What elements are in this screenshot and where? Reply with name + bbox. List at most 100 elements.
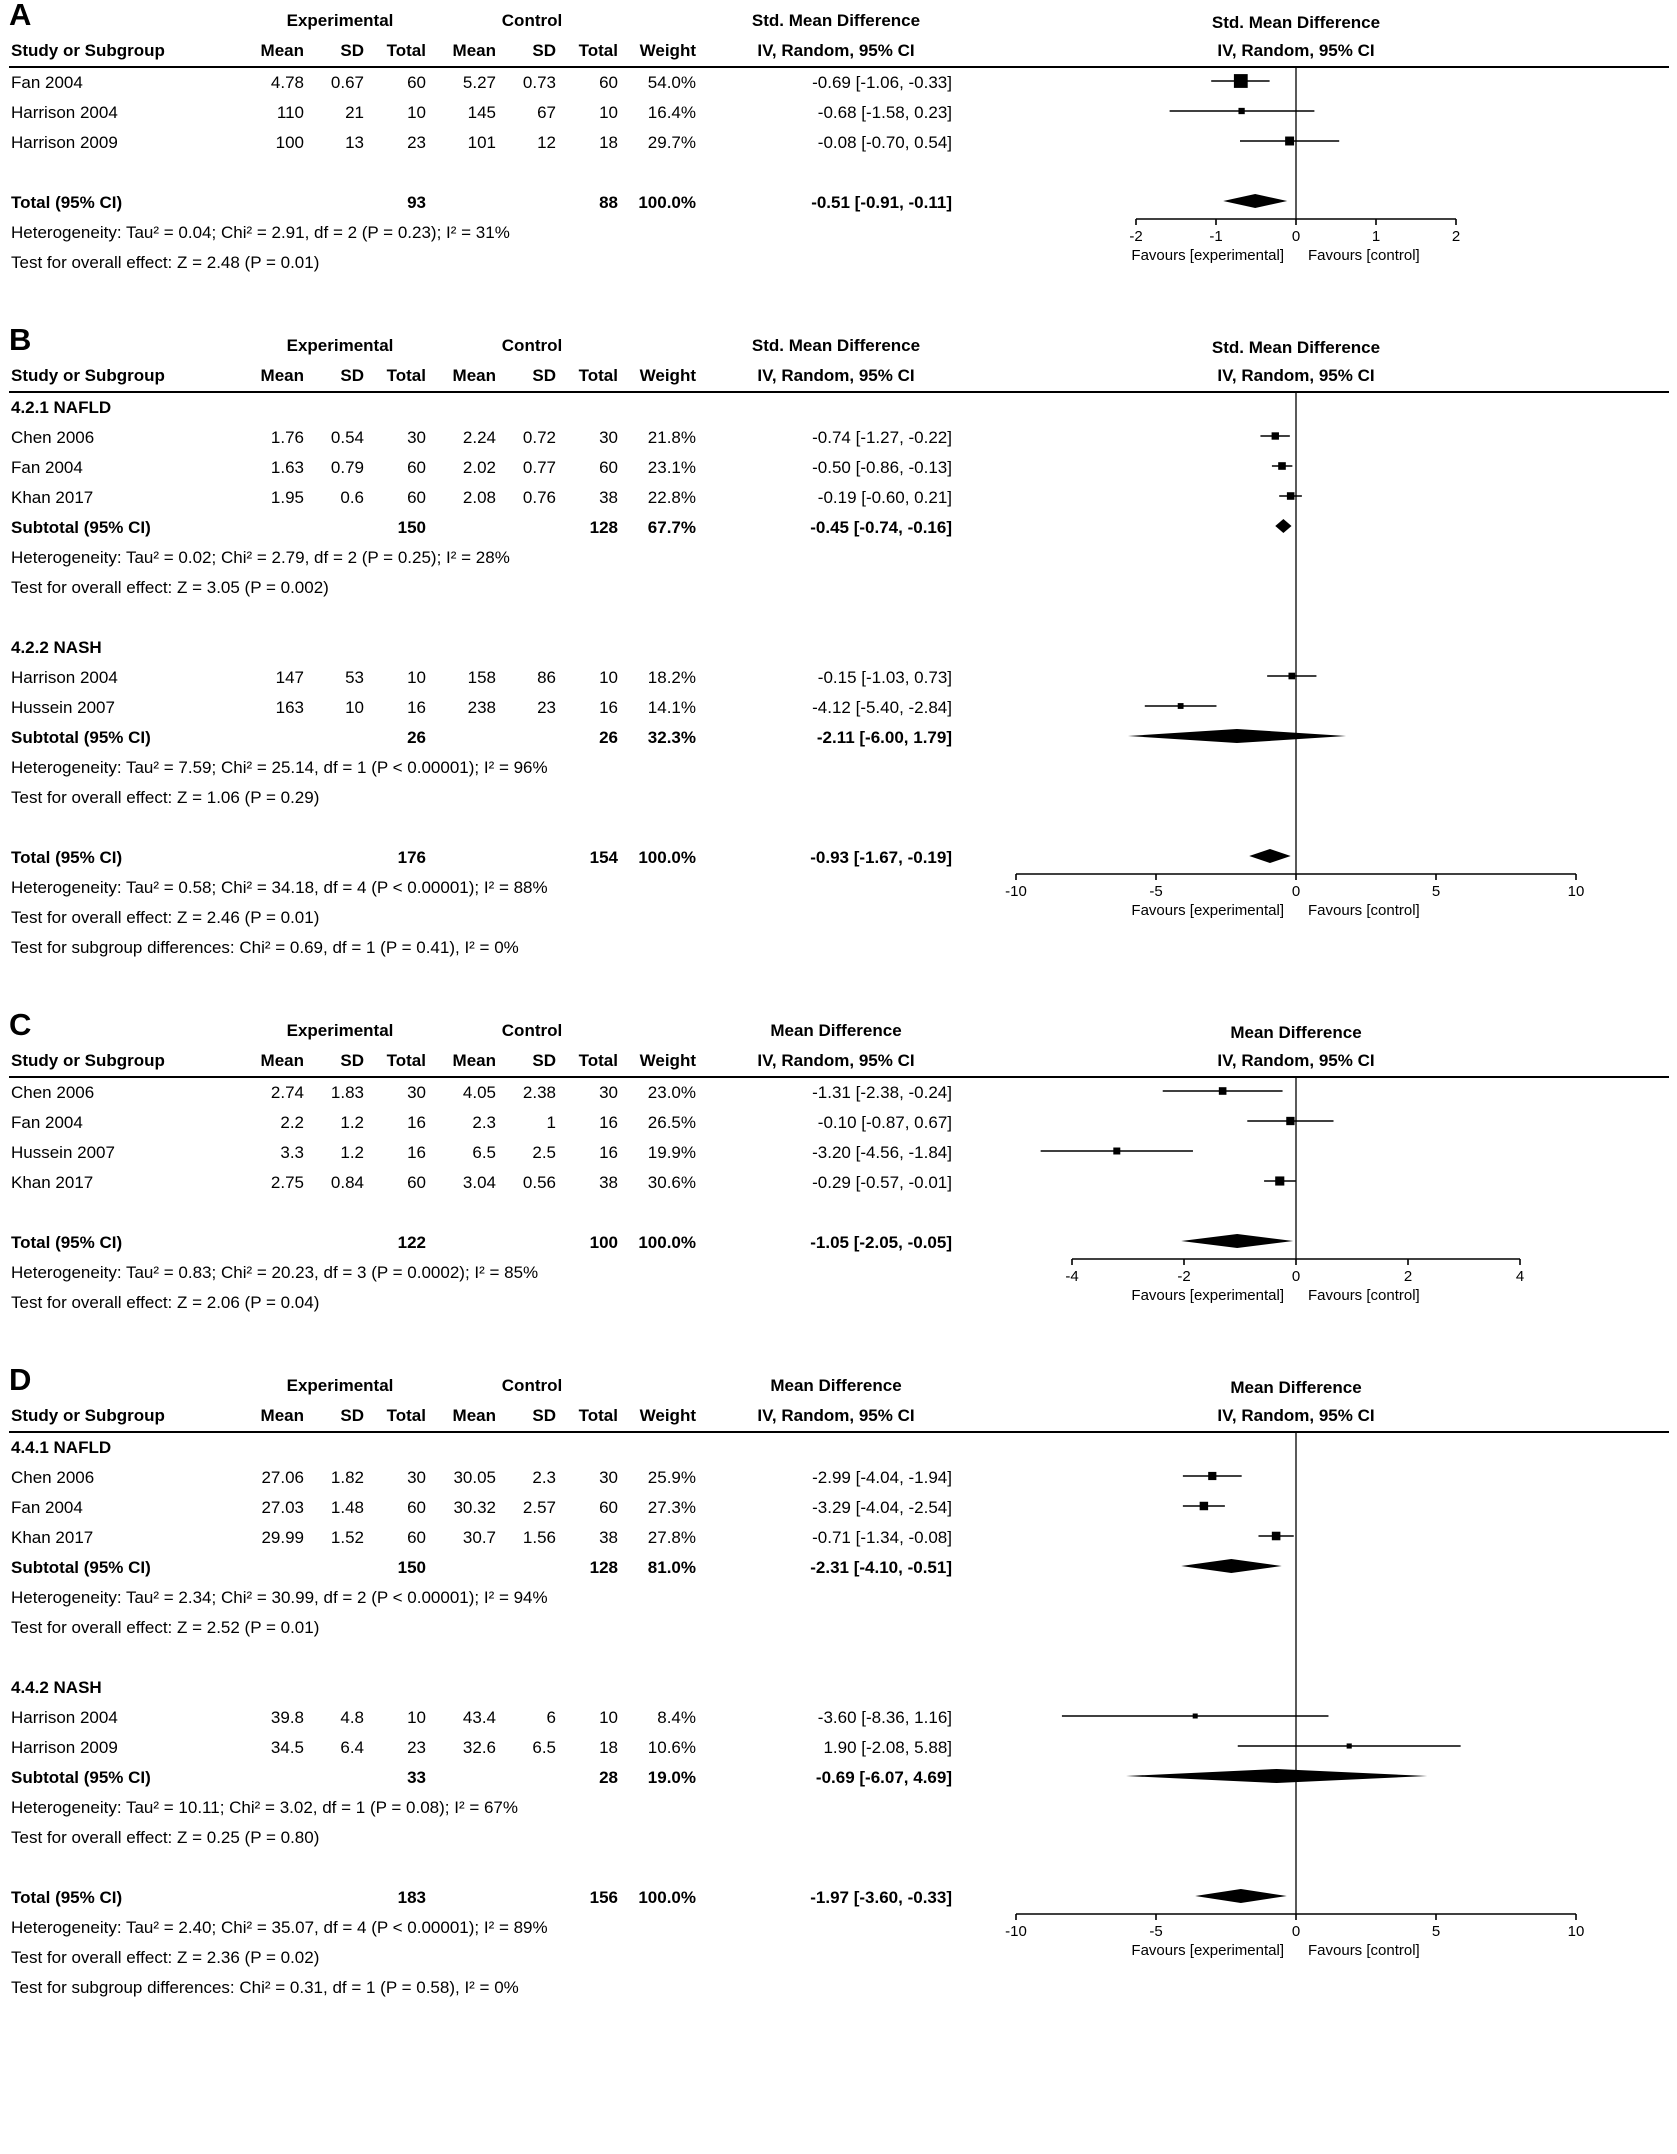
column-header: Weight [639, 1051, 696, 1070]
study-cell: 18 [599, 133, 618, 152]
pooled-diamond [1128, 729, 1347, 743]
method-header: IV, Random, 95% CI [757, 1051, 915, 1070]
study-cell: 0.6 [340, 488, 364, 507]
effect-square [1278, 462, 1286, 470]
experimental-group-header: Experimental [286, 11, 394, 30]
column-header: Total [386, 1406, 426, 1425]
header-row-groups: Experimental Control Std. Mean Difference [9, 6, 1669, 36]
study-name: Fan 2004 [11, 1113, 83, 1132]
favours-right-label: Favours [control] [1308, 1942, 1420, 1959]
cell [244, 188, 314, 218]
header-spacer [9, 1371, 244, 1401]
row-total: Total (95% CI) 93 88 100.0% -0.51 [-0.91, -0… [9, 188, 1669, 218]
header-spacer [628, 6, 706, 36]
row-subtotal: Subtotal (95% CI) 26 26 32.3% -2.11 [-6.00, … [9, 723, 1669, 753]
panel-letter: B [9, 322, 33, 357]
column-header: Mean [260, 366, 304, 385]
study-cell: 30.05 [453, 1468, 496, 1487]
method-header: IV, Random, 95% CI [757, 1406, 915, 1425]
control-group-header: Control [501, 1021, 563, 1040]
method-header: IV, Random, 95% CI [757, 41, 915, 60]
subgroup-title: 4.4.1 NAFLD [11, 1438, 112, 1457]
axis-tick-label: 4 [1516, 1268, 1524, 1285]
study-ci-text: -0.50 [-0.86, -0.13] [812, 458, 952, 477]
study-cell: 16 [599, 698, 618, 717]
column-header: SD [532, 41, 556, 60]
plot-effect-header: Mean Difference [1230, 1378, 1361, 1397]
panel-letter: A [9, 0, 33, 32]
effect-square [1346, 1743, 1352, 1749]
study-cell: 26.5% [647, 1113, 696, 1132]
pooled-weight: 100.0% [638, 1233, 696, 1252]
favours-left-label: Favours [experimental] [1131, 247, 1284, 264]
pooled-exp-total: 93 [407, 193, 426, 212]
cell [314, 1553, 374, 1583]
stats-note: Test for overall effect: Z = 2.46 (P = 0… [11, 908, 320, 927]
study-cell: 23 [407, 1738, 426, 1757]
study-cell: 27.06 [261, 1468, 304, 1487]
study-cell: 10.6% [647, 1738, 696, 1757]
study-cell: 2.5 [532, 1143, 556, 1162]
study-cell: 147 [275, 668, 304, 687]
control-group-header: Control [501, 11, 563, 30]
study-name: Fan 2004 [11, 1498, 83, 1517]
study-cell: 8.4% [657, 1708, 696, 1727]
experimental-group-header: Experimental [286, 1376, 394, 1395]
effect-square [1286, 492, 1295, 500]
experimental-group-header: Experimental [286, 1021, 394, 1040]
study-cell: 34.5 [270, 1738, 304, 1757]
study-cell: 10 [599, 668, 618, 687]
plot-method-header: IV, Random, 95% CI [1217, 1051, 1374, 1070]
stats-note: Heterogeneity: Tau² = 10.11; Chi² = 3.02… [11, 1798, 519, 1817]
favours-left-label: Favours [experimental] [1131, 902, 1284, 919]
study-cell: 21.8% [647, 428, 696, 447]
study-cell: 60 [599, 1498, 618, 1517]
study-cell: 19.9% [647, 1143, 696, 1162]
plot-method-header: IV, Random, 95% CI [1217, 366, 1374, 385]
header-row-groups: Experimental Control Mean Difference [9, 1016, 1669, 1046]
pooled-diamond [1181, 1234, 1294, 1248]
row-note: Heterogeneity: Tau² = 2.40; Chi² = 35.07… [9, 1913, 1669, 1943]
pooled-ci-text: -0.93 [-1.67, -0.19] [810, 848, 952, 867]
study-name: Hussein 2007 [11, 698, 115, 717]
row-study: Khan 2017 29.99 1.52 60 30.7 1.56 38 27.8% -0.71… [9, 1523, 1669, 1553]
experimental-group-header: Experimental [286, 336, 394, 355]
column-header: Total [386, 366, 426, 385]
row-study: Harrison 2009 34.5 6.4 23 32.6 6.5 18 10.6% 1.90… [9, 1733, 1669, 1763]
stats-note: Test for overall effect: Z = 2.06 (P = 0… [11, 1293, 320, 1312]
plot-method-header: IV, Random, 95% CI [1217, 1406, 1374, 1425]
study-cell: 2.75 [270, 1173, 304, 1192]
row-note: Test for subgroup differences: Chi² = 0.… [9, 933, 1669, 963]
study-cell: 0.56 [522, 1173, 556, 1192]
forest-plot-A: Std. Mean Difference IV, Random, 95% CI -2… [1129, 13, 1460, 264]
column-header: SD [340, 1406, 364, 1425]
effect-square [1192, 1713, 1198, 1719]
favours-left-label: Favours [experimental] [1131, 1287, 1284, 1304]
row-note: Heterogeneity: Tau² = 7.59; Chi² = 25.14… [9, 753, 1669, 783]
row-note: Heterogeneity: Tau² = 10.11; Chi² = 3.02… [9, 1793, 1669, 1823]
pooled-weight: 100.0% [638, 1888, 696, 1907]
cell [244, 843, 314, 873]
pooled-diamond [1126, 1769, 1428, 1783]
study-cell: 22.8% [647, 488, 696, 507]
pooled-ci-text: -1.97 [-3.60, -0.33] [810, 1888, 952, 1907]
effect-measure-header: Mean Difference [770, 1376, 902, 1395]
study-ci-text: -0.29 [-0.57, -0.01] [812, 1173, 952, 1192]
pooled-ctrl-total: 154 [589, 848, 618, 867]
study-cell: 30.6% [647, 1173, 696, 1192]
row-note: Test for overall effect: Z = 0.25 (P = 0… [9, 1823, 1669, 1853]
study-ci-text: -3.29 [-4.04, -2.54] [812, 1498, 952, 1517]
header-row-columns: Study or Subgroup Mean SD Total Mean SD Total W… [9, 361, 1669, 393]
header-spacer [628, 331, 706, 361]
study-cell: 30 [599, 1083, 618, 1102]
row-subgroup: 4.2.1 NAFLD [9, 393, 1669, 423]
cell [436, 188, 506, 218]
study-cell: 18 [599, 1738, 618, 1757]
axis-tick-label: 10 [1568, 1923, 1585, 1940]
effect-square [1275, 1176, 1285, 1186]
study-cell: 16 [599, 1143, 618, 1162]
study-ci-text: 1.90 [-2.08, 5.88] [823, 1738, 952, 1757]
favours-right-label: Favours [control] [1308, 902, 1420, 919]
pooled-ci-text: -0.51 [-0.91, -0.11] [811, 193, 952, 212]
column-header: Mean [452, 1406, 496, 1425]
